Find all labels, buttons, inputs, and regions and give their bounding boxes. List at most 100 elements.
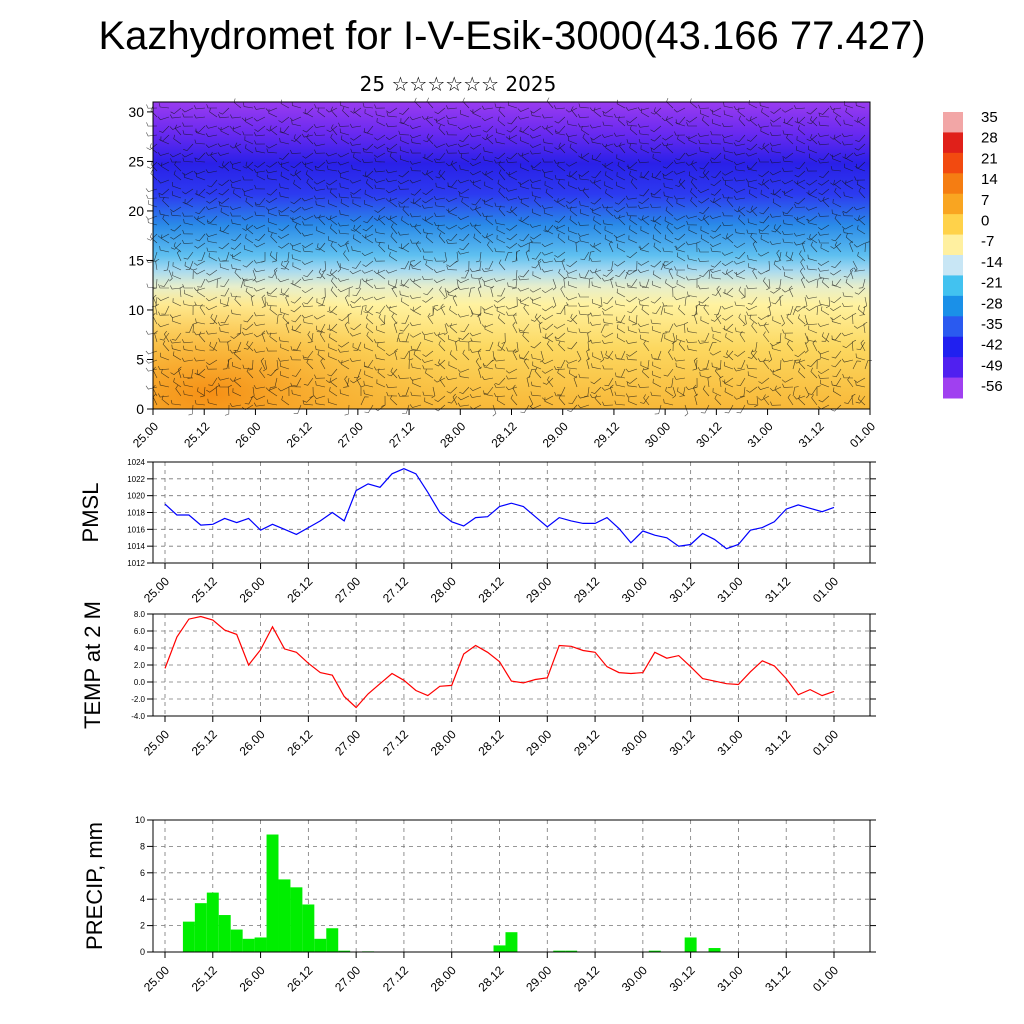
wind-barb bbox=[210, 151, 218, 163]
colorbar-label: 14 bbox=[981, 171, 998, 188]
wind-barb bbox=[227, 339, 232, 352]
wind-barb bbox=[531, 251, 542, 260]
wind-barb bbox=[577, 187, 590, 192]
wind-barb bbox=[411, 363, 422, 370]
wind-barb bbox=[554, 365, 566, 371]
wind-barb bbox=[832, 387, 842, 397]
wind-barb bbox=[568, 181, 578, 190]
wind-barb bbox=[819, 152, 830, 161]
wind-barb bbox=[830, 166, 842, 172]
wind-barb bbox=[205, 169, 218, 174]
wind-barb bbox=[206, 365, 218, 370]
wind-barb bbox=[863, 296, 868, 309]
wind-barb bbox=[763, 331, 770, 343]
wind-barb bbox=[831, 380, 842, 388]
wind-barb bbox=[328, 236, 338, 244]
wind-barb bbox=[433, 332, 446, 336]
wind-barb bbox=[714, 394, 722, 406]
wind-barb bbox=[217, 114, 230, 119]
wind-barb bbox=[494, 247, 506, 253]
wind-barb bbox=[725, 333, 734, 343]
wind-barb bbox=[437, 332, 446, 343]
wind-barb bbox=[625, 368, 638, 373]
wind-barb bbox=[637, 204, 650, 209]
wind-barb bbox=[808, 145, 818, 154]
wind-barb bbox=[817, 368, 830, 375]
wind-barb bbox=[338, 193, 350, 199]
wind-barb bbox=[279, 137, 290, 145]
wind-barb bbox=[161, 395, 170, 406]
wind-barb bbox=[735, 251, 746, 259]
wind-barb bbox=[474, 205, 482, 217]
wind-barb bbox=[273, 267, 278, 280]
wind-barb bbox=[593, 107, 602, 118]
wind-barb bbox=[345, 240, 350, 253]
wind-barb bbox=[609, 384, 614, 397]
wind-barb bbox=[245, 144, 254, 154]
wind-barb bbox=[170, 206, 182, 213]
wind-barb bbox=[769, 368, 782, 373]
wind-barb bbox=[568, 235, 578, 244]
wind-barb bbox=[520, 217, 530, 226]
wind-barb bbox=[517, 107, 530, 112]
wind-barb bbox=[292, 325, 302, 334]
wind-barb bbox=[250, 386, 255, 399]
wind-barb bbox=[697, 339, 710, 344]
wind-barb bbox=[205, 143, 218, 148]
wind-barb bbox=[698, 248, 710, 253]
wind-barb bbox=[567, 120, 578, 127]
wind-barb bbox=[693, 357, 698, 370]
wind-barb bbox=[230, 309, 242, 316]
wind-barb bbox=[566, 197, 578, 204]
wind-barb bbox=[483, 281, 494, 289]
wind-barb bbox=[748, 189, 758, 199]
wind-barb bbox=[227, 357, 232, 370]
wind-barb bbox=[733, 188, 746, 193]
wind-barb bbox=[398, 242, 410, 250]
wind-barb bbox=[688, 171, 698, 181]
wind-barb bbox=[805, 294, 818, 299]
wind-barb bbox=[361, 269, 374, 274]
wind-barb bbox=[460, 323, 470, 333]
wind-barb bbox=[614, 400, 626, 406]
wind-barb bbox=[475, 358, 482, 370]
wind-barb bbox=[841, 133, 854, 138]
wind-barb bbox=[234, 350, 242, 361]
wind-barb bbox=[179, 286, 184, 298]
wind-barb bbox=[390, 232, 398, 244]
precip-bar bbox=[254, 937, 267, 952]
wind-barb bbox=[399, 290, 410, 298]
wind-barb bbox=[409, 332, 422, 338]
wind-barb bbox=[245, 224, 254, 235]
wind-barb bbox=[541, 368, 554, 374]
wind-barb bbox=[816, 304, 822, 316]
wind-barb bbox=[673, 160, 686, 164]
wind-barb bbox=[624, 270, 633, 280]
wind-barb bbox=[666, 223, 674, 235]
wind-barb bbox=[185, 260, 194, 270]
wind-barb bbox=[851, 339, 857, 352]
wind-barb bbox=[758, 158, 769, 163]
wind-barb bbox=[591, 281, 602, 289]
wind-barb bbox=[409, 116, 422, 121]
wind-barb bbox=[770, 287, 782, 294]
wind-barb bbox=[206, 269, 218, 276]
wind-barb bbox=[773, 224, 782, 235]
wind-barb bbox=[750, 232, 758, 244]
wind-barb bbox=[192, 322, 198, 334]
wind-barb bbox=[254, 161, 266, 168]
wind-barb bbox=[493, 304, 506, 309]
wind-barb bbox=[172, 298, 182, 307]
wind-barb bbox=[523, 304, 530, 316]
wind-barb bbox=[567, 273, 578, 280]
wind-barb bbox=[710, 314, 722, 322]
wind-barb bbox=[302, 152, 314, 159]
wind-barb bbox=[385, 123, 398, 128]
wind-barb bbox=[757, 358, 770, 363]
wind-barb bbox=[446, 265, 458, 271]
wind-barb bbox=[528, 368, 536, 379]
wind-barb bbox=[194, 368, 206, 376]
wind-barb bbox=[365, 314, 374, 325]
wind-barb bbox=[594, 268, 602, 280]
wind-barb bbox=[793, 359, 806, 364]
